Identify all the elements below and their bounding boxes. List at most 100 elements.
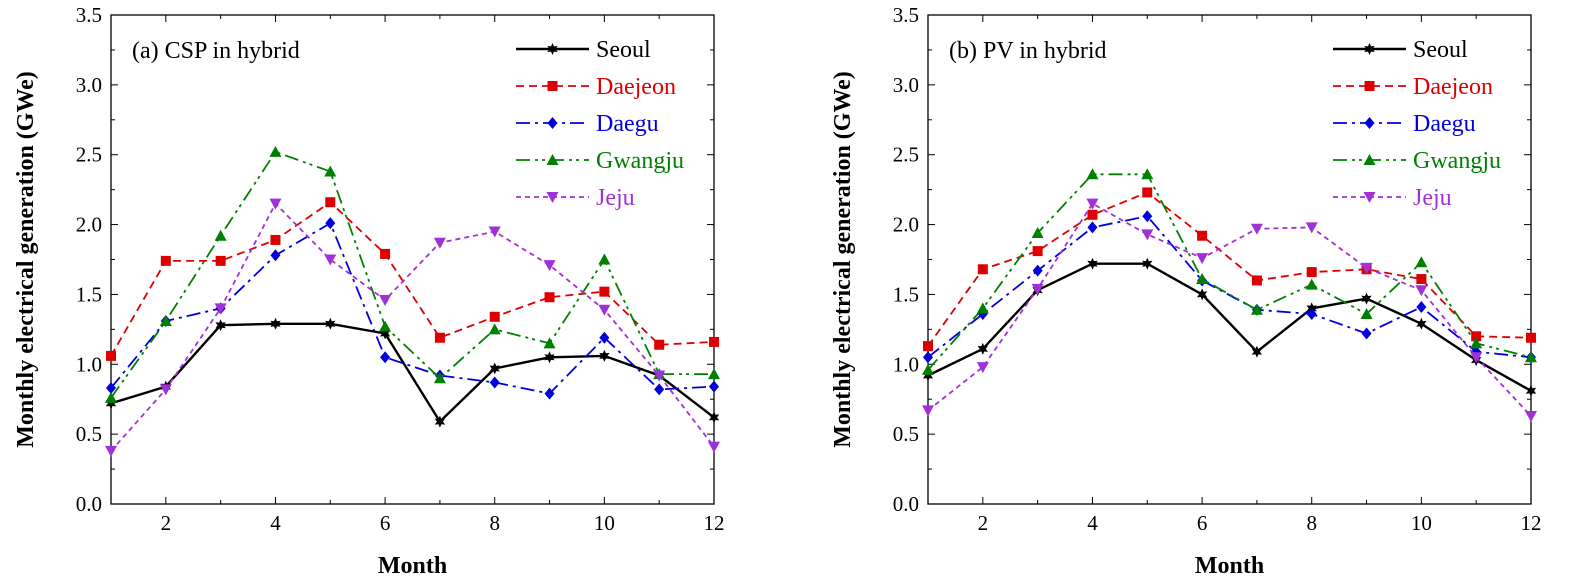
data-point-daegu xyxy=(599,331,610,344)
data-point-daejeon xyxy=(489,311,500,322)
data-point-daegu xyxy=(544,387,555,400)
legend-label-daejeon: Daejeon xyxy=(596,74,676,100)
data-point-daegu xyxy=(489,376,500,389)
y-tick-label: 1.0 xyxy=(76,352,102,376)
legend-marker-jeju xyxy=(546,192,559,203)
data-point-jeju xyxy=(1031,283,1044,295)
data-point-gwangju xyxy=(543,337,556,349)
x-tick-label: 12 xyxy=(1521,511,1542,535)
x-tick-label: 10 xyxy=(1411,511,1432,535)
x-tick-label: 8 xyxy=(489,511,500,535)
data-point-gwangju xyxy=(1305,278,1318,290)
data-point-daejeon xyxy=(380,248,391,259)
y-tick-label: 3.0 xyxy=(893,73,919,97)
x-tick-label: 10 xyxy=(594,511,615,535)
data-point-daejeon xyxy=(106,350,116,361)
data-point-jeju xyxy=(1141,229,1154,241)
data-point-daejeon xyxy=(1032,246,1043,257)
data-point-daegu xyxy=(654,383,665,396)
data-point-seoul xyxy=(1196,288,1208,301)
data-point-daegu xyxy=(1142,210,1153,223)
series-jeju xyxy=(922,198,1537,422)
data-point-seoul xyxy=(1251,345,1263,358)
legend-marker-daegu xyxy=(547,117,558,129)
y-tick-label: 2.5 xyxy=(893,143,919,167)
data-point-daegu xyxy=(380,351,391,364)
data-point-daejeon xyxy=(1087,209,1098,220)
data-point-seoul xyxy=(1525,384,1537,397)
data-point-gwangju xyxy=(1415,256,1428,268)
data-point-daejeon xyxy=(709,336,719,347)
series-line-daegu xyxy=(927,215,1532,359)
legend-marker-daejeon xyxy=(1364,81,1375,91)
data-point-jeju xyxy=(1360,262,1373,274)
data-point-jeju xyxy=(324,254,337,266)
x-tick-label: 6 xyxy=(1197,511,1208,535)
data-point-jeju xyxy=(1196,253,1209,265)
series-line-daegu xyxy=(110,221,715,395)
y-tick-label: 3.0 xyxy=(76,73,102,97)
data-point-gwangju xyxy=(1196,273,1209,285)
data-point-daegu xyxy=(1361,327,1372,340)
y-tick-label: 1.0 xyxy=(893,352,919,376)
data-point-daejeon xyxy=(544,292,555,303)
data-point-gwangju xyxy=(214,229,227,241)
data-point-jeju xyxy=(379,295,392,307)
data-point-daegu xyxy=(1087,221,1098,234)
y-tick-label: 2.0 xyxy=(893,213,919,237)
data-point-seoul xyxy=(1361,292,1372,305)
data-point-gwangju xyxy=(105,391,117,403)
series-line-gwangju xyxy=(927,173,1532,371)
data-point-gwangju xyxy=(433,372,446,384)
y-axis-title: Monthly electrical generation (GWe) xyxy=(13,71,39,448)
series-line-seoul xyxy=(110,322,715,424)
legend-marker-daejeon xyxy=(547,81,558,91)
x-tick-label: 2 xyxy=(978,511,989,535)
y-tick-label: 1.5 xyxy=(893,282,919,306)
legend-marker-jeju xyxy=(1363,192,1376,203)
data-point-seoul xyxy=(599,349,610,362)
series-seoul xyxy=(922,257,1537,397)
data-point-seoul xyxy=(1142,257,1153,270)
data-point-gwangju xyxy=(1470,337,1483,349)
data-point-daegu xyxy=(270,249,281,262)
data-point-seoul xyxy=(1087,257,1098,270)
data-point-seoul xyxy=(325,317,336,330)
data-point-jeju xyxy=(976,362,989,374)
data-point-gwangju xyxy=(159,314,172,326)
data-point-gwangju xyxy=(1250,303,1263,315)
data-point-gwangju xyxy=(1031,226,1044,238)
series-gwangju xyxy=(922,168,1537,375)
data-point-daegu xyxy=(1032,264,1043,277)
data-point-daejeon xyxy=(1416,274,1427,285)
x-tick-label: 4 xyxy=(270,511,281,535)
legend-label-daejeon: Daejeon xyxy=(1413,74,1493,100)
data-point-daejeon xyxy=(654,339,665,350)
data-point-seoul xyxy=(1416,317,1427,330)
data-point-daejeon xyxy=(923,341,933,352)
legend-label-seoul: Seoul xyxy=(1413,37,1468,63)
series-line-jeju xyxy=(110,202,715,452)
x-tick-label: 6 xyxy=(380,511,391,535)
data-point-jeju xyxy=(488,226,501,238)
data-point-daejeon xyxy=(434,332,445,343)
data-point-daejeon xyxy=(160,255,171,266)
series-line-jeju xyxy=(927,202,1532,417)
series-daegu xyxy=(106,217,719,400)
y-tick-label: 3.5 xyxy=(76,3,102,27)
data-point-gwangju xyxy=(324,165,337,177)
data-point-seoul xyxy=(379,327,391,340)
data-point-jeju xyxy=(1086,198,1099,210)
data-point-seoul xyxy=(434,415,446,428)
x-axis-title: Month xyxy=(378,553,447,579)
data-point-gwangju xyxy=(1141,168,1154,180)
data-point-seoul xyxy=(708,411,720,424)
data-point-daejeon xyxy=(1471,331,1482,342)
x-tick-label: 2 xyxy=(161,511,172,535)
data-point-daegu xyxy=(1306,307,1317,320)
data-point-jeju xyxy=(105,445,117,457)
data-point-daejeon xyxy=(270,234,281,245)
series-line-seoul xyxy=(927,262,1532,392)
data-point-gwangju xyxy=(976,302,989,314)
series-seoul xyxy=(105,317,720,428)
